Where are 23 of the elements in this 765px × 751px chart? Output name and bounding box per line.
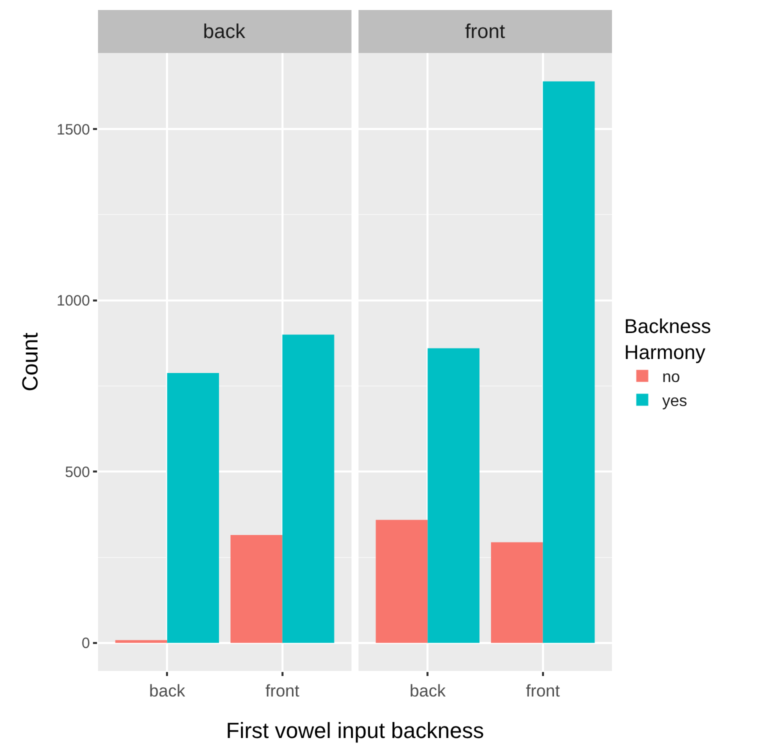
bar bbox=[491, 542, 543, 643]
y-tick-label: 500 bbox=[64, 464, 90, 481]
bar bbox=[542, 81, 595, 643]
chart-title: front bbox=[465, 21, 506, 43]
legend-label: yes bbox=[662, 392, 688, 410]
y-tick-label: 0 bbox=[82, 635, 90, 652]
y-axis-title: Count bbox=[17, 332, 42, 392]
x-tick-label: front bbox=[265, 681, 300, 700]
bar bbox=[230, 535, 282, 643]
bar bbox=[376, 520, 428, 643]
x-tick-label: back bbox=[410, 681, 446, 700]
legend-title: Backness Harmony bbox=[624, 316, 711, 364]
bar bbox=[428, 348, 480, 643]
chart-title: back bbox=[203, 21, 246, 43]
bar bbox=[167, 372, 219, 643]
y-tick-label: 1000 bbox=[56, 292, 90, 310]
bar bbox=[115, 640, 168, 643]
legend-label: no bbox=[662, 369, 680, 386]
x-tick-label: back bbox=[149, 681, 186, 700]
x-axis-title: First vowel input backness bbox=[226, 718, 484, 743]
bar bbox=[282, 334, 334, 643]
y-tick-label: 1500 bbox=[56, 121, 90, 138]
x-tick-label: front bbox=[526, 681, 560, 700]
